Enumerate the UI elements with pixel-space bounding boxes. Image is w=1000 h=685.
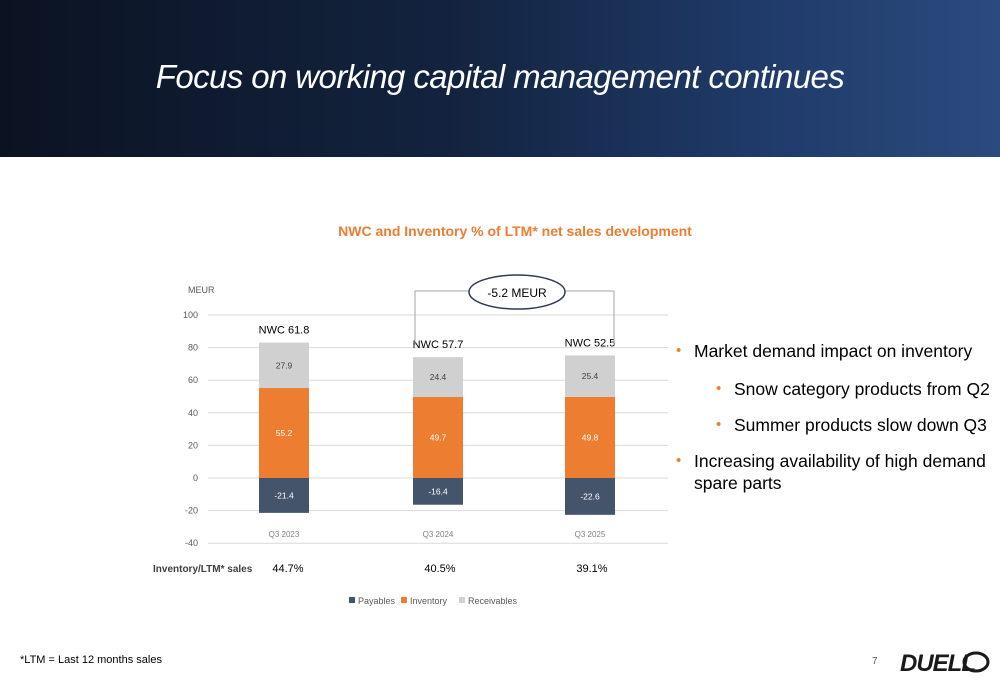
y-tick-label: -20 [185,506,198,516]
nwc-total-label: NWC 61.8 [259,325,310,337]
bullet-item: • Summer products slow down Q3 [716,414,996,436]
x-tick-label: Q3 2023 [269,530,300,539]
bullet-text: Snow category products from Q2 [734,379,990,399]
data-label: 27.9 [276,360,293,370]
data-label: 24.4 [430,372,447,382]
inventory-ratio: 40.5% [424,563,455,575]
bullet-item: • Snow category products from Q2 [716,378,996,400]
bullet-item: • Market demand impact on inventory [676,340,996,362]
bar-segment-receivables [565,355,615,397]
bullet-dot-icon: • [676,452,682,469]
y-tick-label: 80 [188,343,198,353]
legend-label: Payables [358,596,396,606]
nwc-total-label: NWC 57.7 [413,339,464,351]
data-label: -21.4 [274,490,294,500]
header-banner: Focus on working capital management cont… [0,0,1000,157]
bullet-list: • Market demand impact on inventory • Snow … [676,340,996,510]
inventory-ratio: 39.1% [576,563,607,575]
x-tick-label: Q3 2025 [575,530,606,539]
bar-segment-payables [565,478,615,515]
duell-logo: DUELL [898,645,990,684]
bullet-dot-icon: • [716,380,722,397]
data-label: -16.4 [428,486,448,496]
nwc-total-label: NWC 52.5 [565,337,616,349]
legend-swatch-receivables [459,597,465,603]
bullet-text: Summer products slow down Q3 [734,415,987,435]
bar-segment-inventory [413,396,463,478]
chart-title: NWC and Inventory % of LTM* net sales de… [338,223,692,239]
y-axis-label: MEUR [188,285,215,295]
y-tick-label: 60 [188,375,198,385]
data-label: -22.6 [580,491,600,501]
bar-segment-receivables [413,357,463,397]
legend-swatch-payables [349,597,355,603]
x-tick-label: Q3 2024 [423,530,454,539]
data-label: 55.2 [276,428,293,438]
y-tick-label: 100 [183,310,198,320]
page-title: Focus on working capital management cont… [155,58,845,95]
bullet-dot-icon: • [676,342,682,359]
bullet-dot-icon: • [716,416,722,433]
legend-swatch-inventory [401,597,407,603]
bar-segment-receivables [259,342,309,389]
page-number: 7 [872,656,878,667]
bullet-text: Market demand impact on inventory [694,341,973,361]
y-tick-label: 40 [188,408,198,418]
annotation-label: -5.2 MEUR [487,286,547,300]
data-label: 25.4 [582,371,599,381]
bullet-item: • Increasing availability of high demand … [676,450,996,494]
annotation-ellipse [468,274,566,310]
y-tick-label: -40 [185,538,198,548]
footnote: *LTM = Last 12 months sales [20,654,162,666]
data-label: 49.8 [582,432,599,442]
y-tick-label: 0 [193,473,198,483]
legend-label: Inventory [410,596,448,606]
legend-label: Receivables [468,596,518,606]
bar-segment-inventory [565,396,615,478]
inventory-ratio: 44.7% [272,563,303,575]
data-label: 49.7 [430,432,447,442]
bar-segment-payables [259,478,309,513]
bar-segment-inventory [259,388,309,478]
bar-segment-payables [413,478,463,505]
y-tick-label: 20 [188,440,198,450]
ratio-row-label: Inventory/LTM* sales [153,564,253,575]
bullet-text: Increasing availability of high demand s… [694,451,986,493]
